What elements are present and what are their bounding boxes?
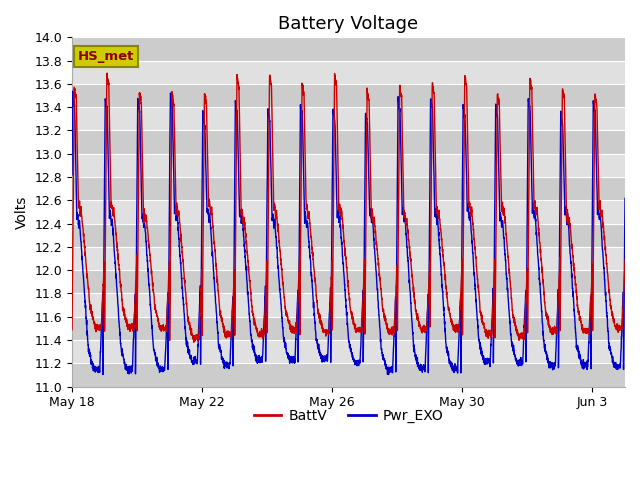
Bar	[72, 317, 625, 340]
Text: HS_met: HS_met	[77, 49, 134, 62]
Bar	[72, 60, 625, 84]
Bar	[72, 247, 625, 270]
Bar	[72, 177, 625, 200]
Bar	[72, 84, 625, 107]
Bar	[72, 340, 625, 363]
Bar	[72, 200, 625, 224]
Title: Battery Voltage: Battery Voltage	[278, 15, 419, 33]
Bar	[72, 107, 625, 131]
Bar	[72, 363, 625, 386]
Y-axis label: Volts: Volts	[15, 195, 29, 228]
Bar	[72, 154, 625, 177]
Bar	[72, 37, 625, 60]
Bar	[72, 270, 625, 293]
Bar	[72, 224, 625, 247]
Bar	[72, 131, 625, 154]
Bar	[72, 293, 625, 317]
Legend: BattV, Pwr_EXO: BattV, Pwr_EXO	[248, 403, 449, 429]
